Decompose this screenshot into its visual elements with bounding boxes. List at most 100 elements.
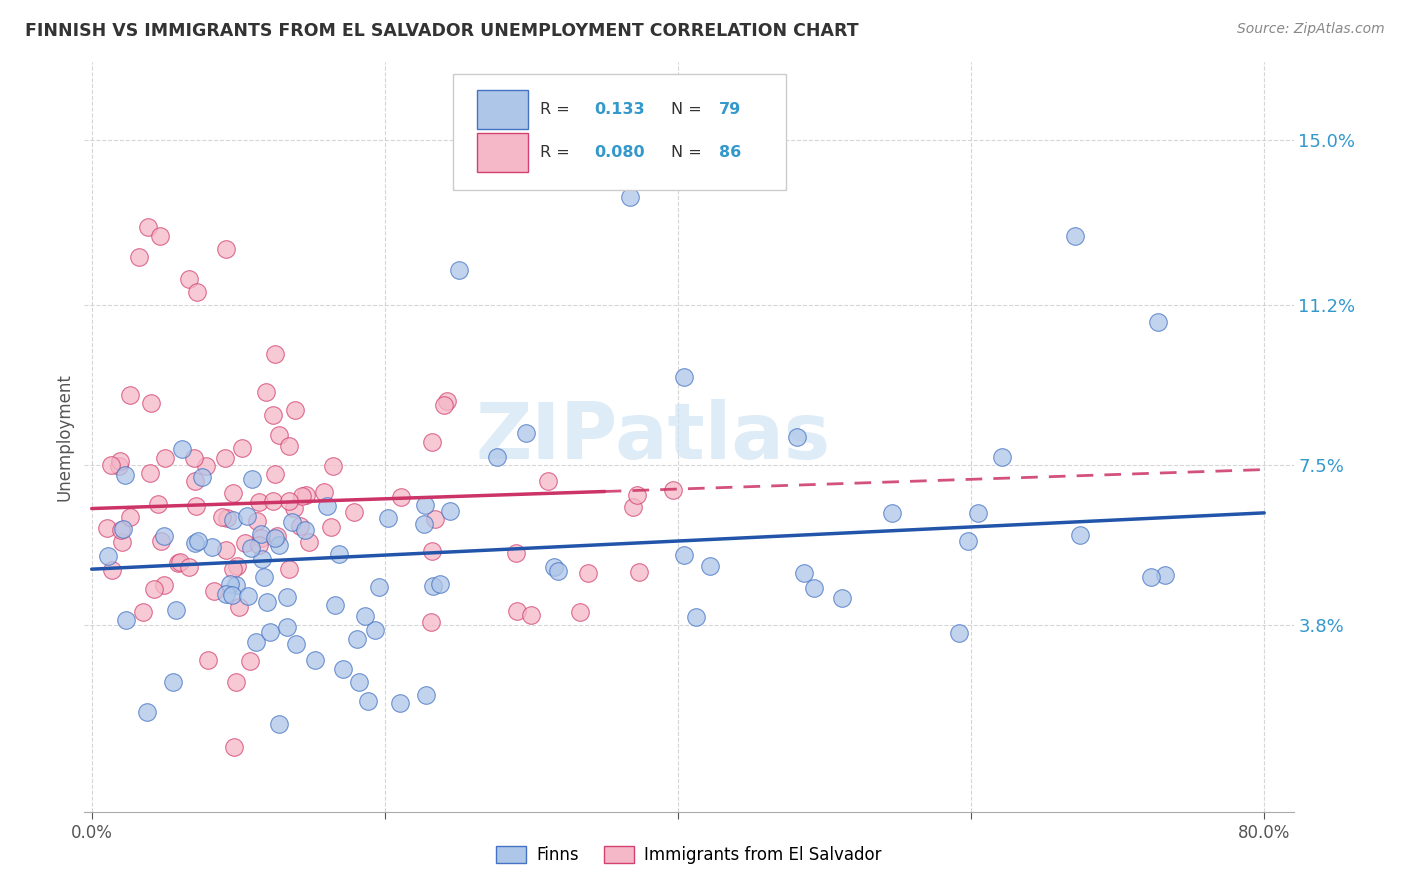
Point bbox=[267, 716, 290, 731]
Point bbox=[215, 587, 238, 601]
Point bbox=[543, 559, 565, 574]
Point bbox=[262, 408, 284, 422]
Point bbox=[315, 499, 337, 513]
Legend: Finns, Immigrants from El Salvador: Finns, Immigrants from El Salvador bbox=[489, 839, 889, 871]
Point bbox=[1069, 527, 1091, 541]
Point bbox=[389, 490, 412, 504]
Point bbox=[128, 250, 150, 264]
Point bbox=[957, 533, 980, 548]
Point bbox=[267, 427, 290, 442]
Text: 86: 86 bbox=[720, 145, 741, 160]
Point bbox=[197, 653, 219, 667]
Point bbox=[118, 509, 141, 524]
Text: 0.133: 0.133 bbox=[595, 103, 645, 117]
Point bbox=[120, 388, 142, 402]
Point bbox=[249, 531, 271, 545]
Point bbox=[215, 542, 238, 557]
Point bbox=[236, 508, 259, 523]
Point bbox=[254, 384, 277, 399]
Point bbox=[256, 594, 278, 608]
Point bbox=[314, 485, 336, 500]
Point bbox=[231, 441, 253, 455]
Point bbox=[433, 399, 456, 413]
Point bbox=[882, 506, 904, 520]
Point bbox=[323, 598, 346, 612]
Point bbox=[1147, 315, 1170, 329]
Text: 79: 79 bbox=[720, 103, 741, 117]
Point bbox=[346, 632, 368, 647]
Point bbox=[183, 450, 205, 465]
FancyBboxPatch shape bbox=[453, 74, 786, 190]
Point bbox=[628, 566, 651, 580]
Point bbox=[1139, 570, 1161, 584]
Point bbox=[162, 674, 184, 689]
Point bbox=[948, 626, 970, 640]
Point bbox=[1063, 228, 1085, 243]
Point bbox=[486, 450, 509, 465]
Point bbox=[291, 489, 314, 503]
Point bbox=[219, 576, 242, 591]
FancyBboxPatch shape bbox=[478, 133, 529, 172]
Point bbox=[354, 608, 377, 623]
Point bbox=[153, 450, 176, 465]
Text: R =: R = bbox=[540, 103, 575, 117]
Point bbox=[101, 563, 124, 577]
Point bbox=[298, 534, 321, 549]
Point bbox=[184, 474, 207, 488]
Y-axis label: Unemployment: Unemployment bbox=[55, 373, 73, 501]
Point bbox=[536, 474, 558, 488]
Point bbox=[165, 603, 187, 617]
Point bbox=[276, 590, 298, 604]
Point bbox=[831, 591, 853, 606]
FancyBboxPatch shape bbox=[478, 90, 529, 129]
Point bbox=[284, 402, 307, 417]
Point bbox=[422, 579, 444, 593]
Point bbox=[250, 526, 273, 541]
Point bbox=[186, 285, 208, 299]
Point bbox=[519, 607, 541, 622]
Point bbox=[343, 504, 366, 518]
Point bbox=[506, 604, 529, 618]
Text: N =: N = bbox=[671, 145, 702, 160]
Point bbox=[420, 544, 443, 558]
Point bbox=[288, 519, 311, 533]
Point bbox=[245, 634, 267, 648]
Point bbox=[97, 549, 120, 563]
Point bbox=[673, 369, 696, 384]
Point bbox=[278, 561, 301, 575]
Point bbox=[436, 393, 458, 408]
Point bbox=[685, 610, 707, 624]
Point bbox=[115, 613, 138, 627]
Point bbox=[226, 559, 249, 574]
Point bbox=[96, 521, 118, 535]
Point bbox=[146, 497, 169, 511]
Point bbox=[263, 347, 285, 361]
Point bbox=[276, 620, 298, 634]
Point bbox=[259, 625, 281, 640]
Point bbox=[322, 459, 344, 474]
Point bbox=[202, 583, 225, 598]
Point bbox=[328, 547, 350, 561]
Point bbox=[166, 557, 188, 571]
Point bbox=[619, 190, 641, 204]
Point bbox=[505, 546, 527, 560]
Point bbox=[803, 581, 825, 595]
Point bbox=[786, 430, 808, 444]
Point bbox=[388, 697, 411, 711]
Point bbox=[793, 566, 815, 580]
Point bbox=[515, 425, 537, 440]
Point bbox=[420, 435, 443, 450]
Point bbox=[547, 564, 569, 578]
Point bbox=[429, 576, 451, 591]
Point bbox=[222, 562, 245, 576]
Point bbox=[214, 242, 236, 256]
Point bbox=[149, 228, 172, 243]
Point bbox=[264, 467, 287, 481]
Point bbox=[278, 439, 301, 453]
Text: N =: N = bbox=[671, 103, 702, 117]
Point bbox=[132, 605, 155, 619]
Point bbox=[221, 486, 243, 500]
Point bbox=[179, 272, 201, 286]
Point bbox=[201, 540, 224, 554]
Point bbox=[262, 493, 284, 508]
